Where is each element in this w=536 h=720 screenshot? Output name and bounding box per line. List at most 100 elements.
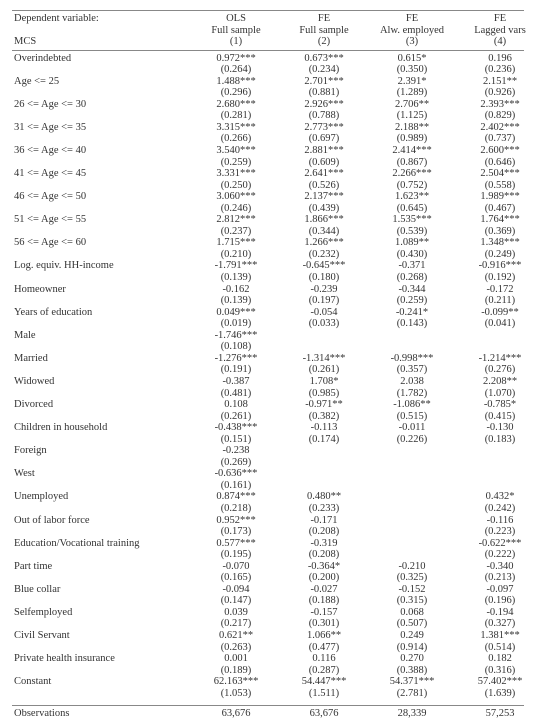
table-row: Age <= 251.488***2.701***2.391*2.151** bbox=[12, 76, 524, 88]
table-row-se: (0.151)(0.174)(0.226)(0.183) bbox=[12, 434, 524, 446]
coef-cell: -0.340 bbox=[456, 561, 536, 573]
coef-cell bbox=[280, 468, 368, 480]
se-cell: (0.507) bbox=[368, 618, 456, 630]
se-cell: (0.188) bbox=[280, 595, 368, 607]
se-cell: (0.033) bbox=[280, 318, 368, 330]
coef-cell: -0.210 bbox=[368, 561, 456, 573]
table-row-se: (0.189)(0.287)(0.388)(0.316) bbox=[12, 665, 524, 677]
table-row: Divorced0.108-0.971**-1.086**-0.785* bbox=[12, 399, 524, 411]
coef-cell: 2.881*** bbox=[280, 145, 368, 157]
se-cell: (0.242) bbox=[456, 503, 536, 515]
table-row: Log. equiv. HH-income-1.791***-0.645***-… bbox=[12, 260, 524, 272]
se-cell: (0.236) bbox=[456, 64, 536, 76]
coef-cell: 0.270 bbox=[368, 653, 456, 665]
se-cell: (0.237) bbox=[192, 226, 280, 238]
se-cell: (0.325) bbox=[368, 572, 456, 584]
se-cell bbox=[456, 341, 536, 353]
se-cell: (0.161) bbox=[192, 480, 280, 492]
coef-cell: -1.214*** bbox=[456, 353, 536, 365]
col4-method: FE bbox=[456, 13, 536, 25]
coef-cell: -0.785* bbox=[456, 399, 536, 411]
coef-cell bbox=[280, 330, 368, 342]
col2-method: FE bbox=[280, 13, 368, 25]
se-cell: (0.382) bbox=[280, 411, 368, 423]
se-cell: (0.261) bbox=[280, 364, 368, 376]
col2-num: (2) bbox=[280, 36, 368, 48]
coef-cell: 2.504*** bbox=[456, 168, 536, 180]
coef-cell: 2.926*** bbox=[280, 99, 368, 111]
table-row-se: (0.281)(0.788)(1.125)(0.829) bbox=[12, 110, 524, 122]
coef-cell: -0.344 bbox=[368, 284, 456, 296]
row-label: 31 <= Age <= 35 bbox=[12, 122, 192, 134]
table-row-se: (0.269) bbox=[12, 457, 524, 469]
se-cell: (0.369) bbox=[456, 226, 536, 238]
se-cell: (0.914) bbox=[368, 642, 456, 654]
table-row-se: (0.161) bbox=[12, 480, 524, 492]
coef-cell: 2.706** bbox=[368, 99, 456, 111]
row-label: Male bbox=[12, 330, 192, 342]
se-cell: (0.388) bbox=[368, 665, 456, 677]
coef-cell: 0.673*** bbox=[280, 53, 368, 65]
coef-cell: 0.116 bbox=[280, 653, 368, 665]
coef-cell: -0.054 bbox=[280, 307, 368, 319]
row-label: 51 <= Age <= 55 bbox=[12, 214, 192, 226]
row-label: 26 <= Age <= 30 bbox=[12, 99, 192, 111]
se-cell bbox=[368, 503, 456, 515]
col3-method: FE bbox=[368, 13, 456, 25]
table-row-se: (0.250)(0.526)(0.752)(0.558) bbox=[12, 180, 524, 192]
row-label: Age <= 25 bbox=[12, 76, 192, 88]
coef-cell: -0.152 bbox=[368, 584, 456, 596]
coef-cell: 0.039 bbox=[192, 607, 280, 619]
col1-sample: Full sample bbox=[192, 25, 280, 37]
table-row-se: (0.108) bbox=[12, 341, 524, 353]
se-cell: (1.125) bbox=[368, 110, 456, 122]
coef-cell: -0.113 bbox=[280, 422, 368, 434]
coef-cell: -0.371 bbox=[368, 260, 456, 272]
table-row-se: (0.139)(0.197)(0.259)(0.211) bbox=[12, 295, 524, 307]
coef-cell: 1.715*** bbox=[192, 237, 280, 249]
table-row-se: (0.217)(0.301)(0.507)(0.327) bbox=[12, 618, 524, 630]
coef-cell: 0.182 bbox=[456, 653, 536, 665]
table-row-se: (0.264)(0.234)(0.350)(0.236) bbox=[12, 64, 524, 76]
se-cell: (0.989) bbox=[368, 133, 456, 145]
coef-cell: 0.108 bbox=[192, 399, 280, 411]
se-cell: (0.223) bbox=[456, 526, 536, 538]
se-cell: (0.315) bbox=[368, 595, 456, 607]
coef-cell: -1.086** bbox=[368, 399, 456, 411]
se-cell: (0.609) bbox=[280, 157, 368, 169]
coef-cell: -1.276*** bbox=[192, 353, 280, 365]
obs-4: 57,253 bbox=[456, 708, 536, 720]
coef-cell: 1.764*** bbox=[456, 214, 536, 226]
table-row: 26 <= Age <= 302.680***2.926***2.706**2.… bbox=[12, 99, 524, 111]
coef-cell: 2.188** bbox=[368, 122, 456, 134]
se-cell: (0.276) bbox=[456, 364, 536, 376]
table-row: 56 <= Age <= 601.715***1.266***1.089**1.… bbox=[12, 237, 524, 249]
se-cell: (1.070) bbox=[456, 388, 536, 400]
coef-cell: 1.348*** bbox=[456, 237, 536, 249]
coef-cell bbox=[456, 468, 536, 480]
se-cell: (0.234) bbox=[280, 64, 368, 76]
coef-cell: -0.387 bbox=[192, 376, 280, 388]
se-cell: (0.108) bbox=[192, 341, 280, 353]
se-cell: (0.246) bbox=[192, 203, 280, 215]
coef-cell bbox=[368, 468, 456, 480]
se-cell: (0.195) bbox=[192, 549, 280, 561]
coef-cell: -0.171 bbox=[280, 515, 368, 527]
row-label: Married bbox=[12, 353, 192, 365]
se-cell: (1.782) bbox=[368, 388, 456, 400]
coef-cell: -0.319 bbox=[280, 538, 368, 550]
coef-cell bbox=[368, 515, 456, 527]
coef-cell bbox=[456, 445, 536, 457]
table-row-se: (0.191)(0.261)(0.357)(0.276) bbox=[12, 364, 524, 376]
row-label: Out of labor force bbox=[12, 515, 192, 527]
se-cell: (0.218) bbox=[192, 503, 280, 515]
table-row: Foreign-0.238 bbox=[12, 445, 524, 457]
se-cell: (0.211) bbox=[456, 295, 536, 307]
header-row-2: Full sample Full sample Alw. employed La… bbox=[12, 25, 524, 37]
coef-cell: 1.623** bbox=[368, 191, 456, 203]
se-cell: (0.233) bbox=[280, 503, 368, 515]
coef-cell: 2.812*** bbox=[192, 214, 280, 226]
col2-sample: Full sample bbox=[280, 25, 368, 37]
mcs-label: MCS bbox=[12, 36, 192, 48]
table-row: Widowed-0.3871.708*2.0382.208** bbox=[12, 376, 524, 388]
